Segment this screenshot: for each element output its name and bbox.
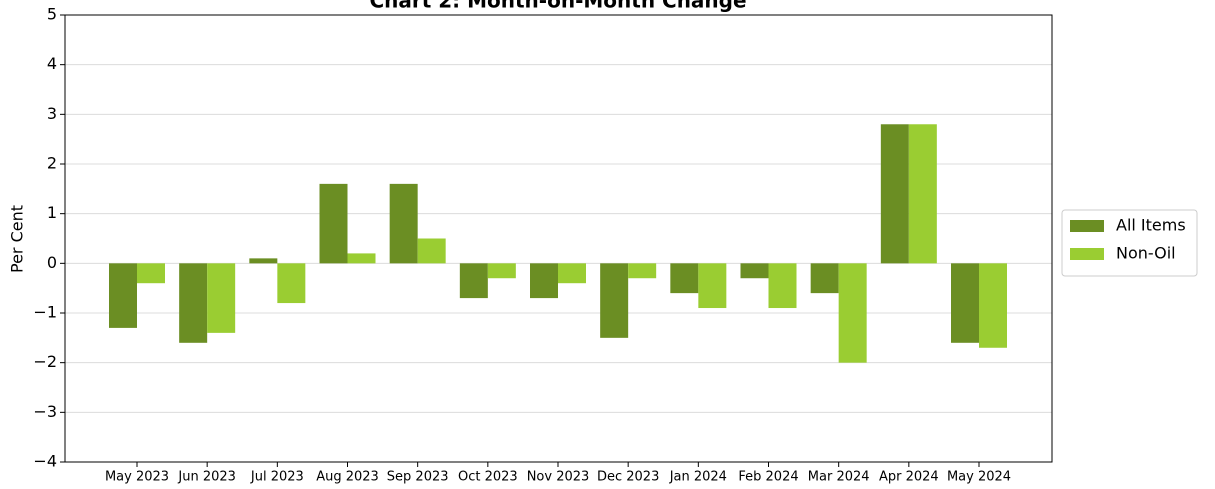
x-tick-label: Oct 2023: [458, 470, 518, 485]
y-tick-label: 0: [47, 253, 57, 272]
bar: [389, 183, 418, 264]
bar: [628, 263, 657, 279]
x-tick-label: Apr 2024: [879, 470, 939, 485]
bar: [880, 124, 909, 264]
legend-label: Non-Oil: [1116, 244, 1176, 263]
x-tick-label: Feb 2024: [738, 470, 798, 485]
bar: [137, 263, 165, 284]
x-tick-label: Jun 2023: [177, 470, 236, 485]
y-tick-label: −3: [33, 402, 57, 421]
bar: [838, 263, 867, 363]
x-tick-label: Sep 2023: [387, 470, 449, 485]
bar: [600, 263, 629, 338]
bar: [179, 263, 208, 343]
legend-label: All Items: [1116, 216, 1186, 235]
x-tick-label: Dec 2023: [597, 470, 659, 485]
bar: [249, 258, 278, 264]
bar: [698, 263, 727, 309]
bar: [417, 238, 446, 264]
bar: [277, 263, 306, 304]
y-tick-label: 2: [47, 154, 57, 173]
bar: [670, 263, 699, 294]
bar: [459, 263, 488, 299]
bar: [207, 263, 236, 333]
y-tick-label: −4: [33, 452, 57, 471]
bar: [740, 263, 769, 279]
bar: [908, 124, 937, 264]
bar: [487, 263, 516, 279]
y-tick-label: 1: [47, 203, 57, 222]
bar: [347, 253, 376, 264]
bar: [951, 263, 979, 343]
x-tick-label: Jan 2024: [669, 470, 727, 485]
chart-title: Chart 2: Month-on-Month Change: [369, 0, 746, 13]
y-tick-label: 4: [47, 54, 57, 73]
x-tick-label: Aug 2023: [316, 470, 379, 485]
x-tick-label: Mar 2024: [808, 470, 870, 485]
bar: [109, 263, 137, 328]
y-tick-label: −2: [33, 352, 57, 371]
x-tick-label: Nov 2023: [527, 470, 590, 485]
x-tick-label: Jul 2023: [250, 470, 304, 485]
bar: [558, 263, 586, 284]
bar: [979, 263, 1007, 348]
y-tick-label: −1: [33, 303, 57, 322]
x-tick-label: May 2023: [105, 470, 169, 485]
legend-swatch: [1070, 220, 1104, 232]
bar: [319, 183, 348, 264]
bar: [810, 263, 839, 294]
bar: [530, 263, 558, 299]
x-tick-label: May 2024: [947, 470, 1011, 485]
legend-swatch: [1070, 248, 1104, 260]
y-tick-label: 3: [47, 104, 57, 123]
bar: [768, 263, 797, 309]
plot-frame: [64, 14, 1053, 463]
y-axis-label: Per Cent: [8, 205, 27, 273]
y-tick-label: 5: [47, 5, 57, 24]
